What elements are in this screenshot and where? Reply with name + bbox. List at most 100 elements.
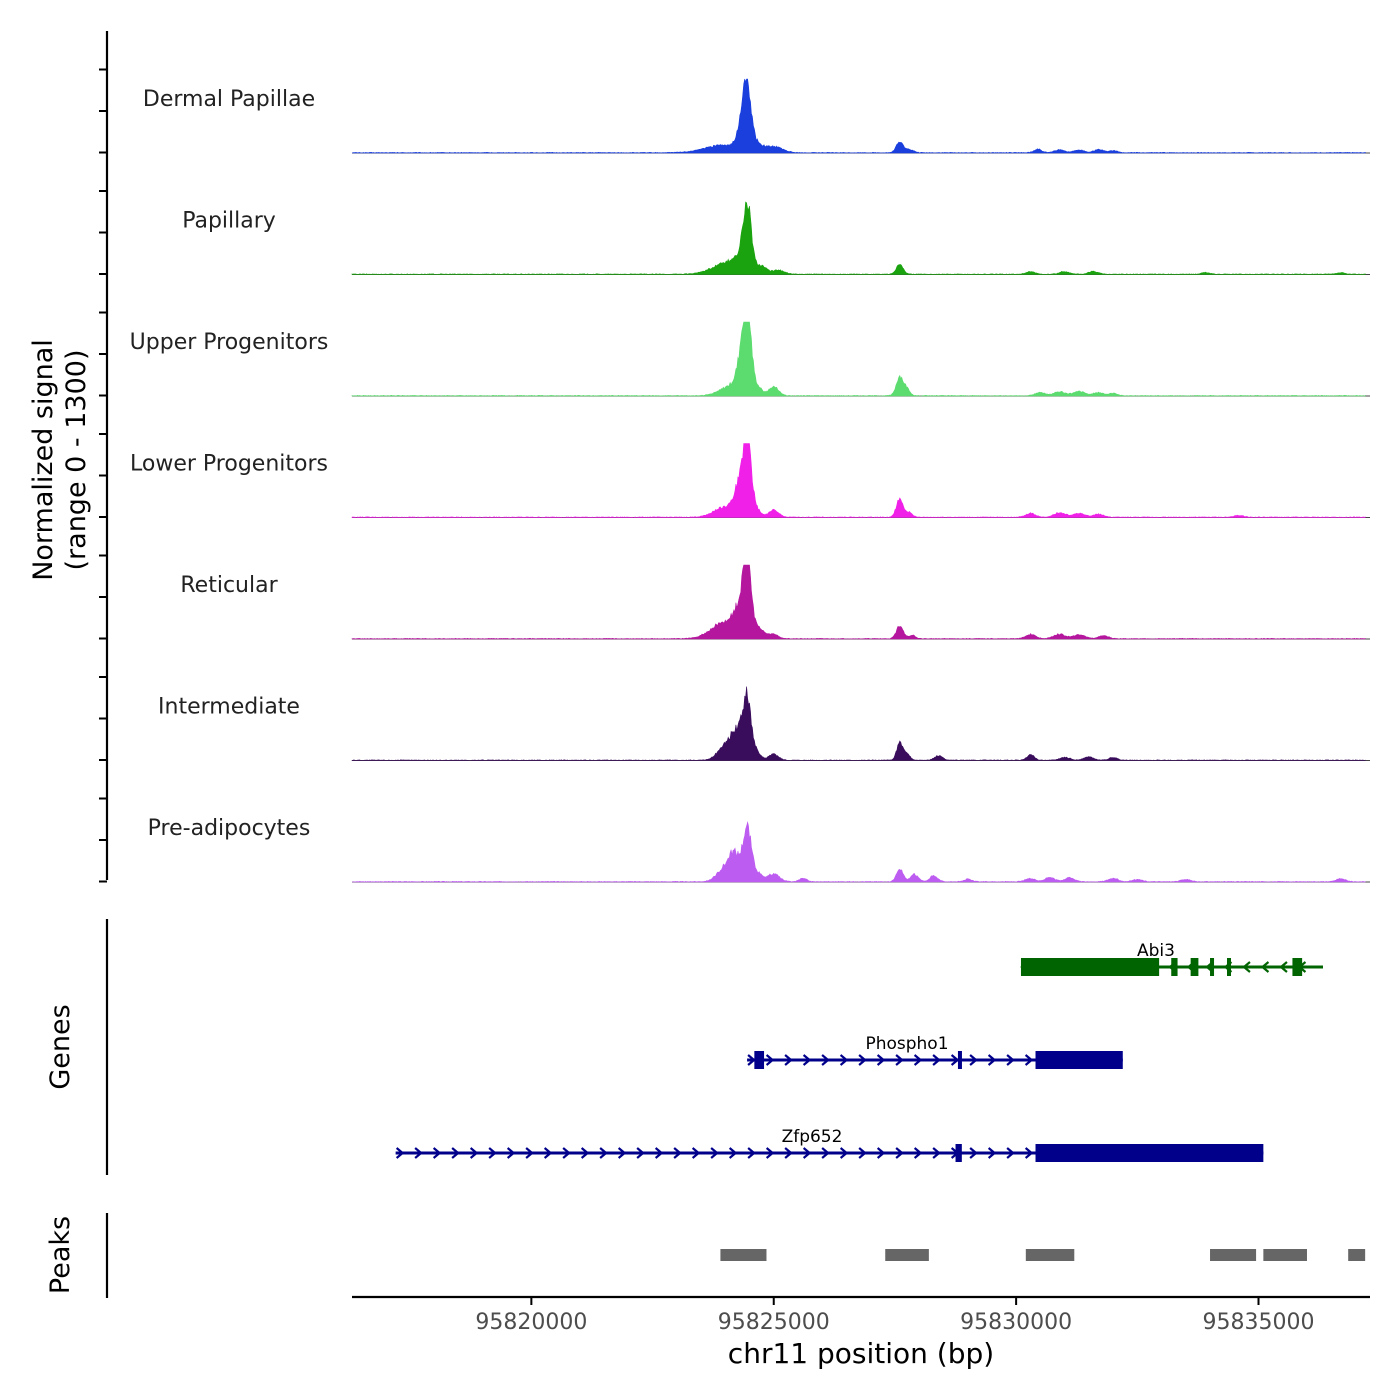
gene-exon	[1035, 1051, 1123, 1069]
track-label: Reticular	[180, 573, 278, 598]
strand-arrow	[858, 1147, 867, 1159]
strand-arrow	[950, 1054, 960, 1066]
coverage-area	[351, 564, 1366, 640]
gene-exon	[1035, 1144, 1264, 1162]
peaks-y-label: Peaks	[45, 1216, 76, 1294]
strand-arrow	[543, 1147, 553, 1159]
strand-arrow	[414, 1147, 423, 1159]
strand-arrow	[580, 1147, 590, 1159]
strand-arrow	[1024, 1054, 1034, 1066]
coverage-track: Dermal Papillae	[143, 78, 1370, 154]
coverage-track: Reticular	[180, 564, 1370, 640]
x-tick-label: 95820000	[475, 1310, 587, 1335]
signal-y-axis-ticks	[99, 68, 107, 883]
track-label: Pre-adipocytes	[148, 816, 311, 841]
strand-arrow	[876, 1147, 886, 1159]
strand-arrow	[1006, 1147, 1015, 1159]
coverage-track: Papillary	[182, 201, 1370, 275]
gene-exon	[1020, 958, 1160, 976]
strand-arrow	[784, 1054, 793, 1066]
track-label: Upper Progenitors	[130, 330, 329, 355]
track-label: Lower Progenitors	[130, 452, 328, 477]
gene-exon	[1292, 958, 1303, 976]
strand-arrow	[1260, 961, 1270, 973]
coverage-track: Intermediate	[158, 686, 1370, 761]
strand-arrow	[932, 1054, 941, 1066]
strand-arrow	[858, 1054, 867, 1066]
signal-y-label-range: (range 0 - 1300)	[61, 350, 92, 571]
gene-exon	[955, 1144, 962, 1162]
strand-arrow	[802, 1147, 812, 1159]
x-tick-label: 95825000	[718, 1310, 830, 1335]
gene-exon	[754, 1051, 765, 1069]
gene-exon	[1210, 958, 1215, 976]
coverage-area	[351, 443, 1366, 518]
strand-arrow	[765, 1054, 775, 1066]
gene-name: Abi3	[1137, 941, 1175, 961]
strand-arrow	[895, 1147, 904, 1159]
strand-arrow	[987, 1054, 997, 1066]
strand-arrow	[562, 1147, 571, 1159]
peak-region	[1210, 1249, 1257, 1261]
peak-region	[1348, 1249, 1366, 1261]
strand-arrow	[525, 1147, 534, 1159]
strand-arrow	[821, 1054, 830, 1066]
strand-arrow	[691, 1147, 701, 1159]
strand-arrow	[1006, 1054, 1015, 1066]
gene-name: Zfp652	[782, 1127, 843, 1147]
gene-name: Phospho1	[865, 1034, 948, 1054]
strand-arrow	[839, 1054, 849, 1066]
gene-track: Abi3 Phospho1 Zfp652	[395, 941, 1323, 1162]
strand-arrow	[1279, 961, 1288, 973]
gene-model: Abi3	[1020, 941, 1323, 976]
coverage-area	[351, 686, 1366, 761]
strand-arrow	[932, 1147, 941, 1159]
strand-arrow	[765, 1147, 775, 1159]
strand-arrow	[784, 1147, 793, 1159]
strand-arrow	[395, 1147, 405, 1159]
strand-arrow	[747, 1054, 756, 1066]
coverage-area	[351, 821, 1366, 883]
strand-arrow	[876, 1054, 886, 1066]
track-label: Dermal Papillae	[143, 87, 315, 112]
signal-y-label: Normalized signal	[28, 339, 59, 581]
gene-exon	[1226, 958, 1231, 976]
strand-arrow	[728, 1147, 738, 1159]
x-tick-label: 95830000	[960, 1310, 1072, 1335]
x-tick-label: 95835000	[1203, 1310, 1315, 1335]
coverage-track: Pre-adipocytes	[148, 816, 1370, 883]
strand-arrow	[802, 1054, 812, 1066]
gene-exon	[1171, 958, 1178, 976]
strand-arrow	[673, 1147, 682, 1159]
strand-arrow	[617, 1147, 627, 1159]
strand-arrow	[506, 1147, 516, 1159]
strand-arrow	[913, 1147, 923, 1159]
strand-arrow	[1024, 1147, 1034, 1159]
strand-arrow	[451, 1147, 460, 1159]
strand-arrow	[895, 1054, 904, 1066]
peak-track	[720, 1249, 1366, 1261]
strand-arrow	[987, 1147, 997, 1159]
track-label: Intermediate	[158, 695, 300, 720]
x-axis-title: chr11 position (bp)	[728, 1337, 994, 1370]
peak-region	[1263, 1249, 1307, 1261]
x-axis-ticks: 95820000 95825000 95830000 95835000	[475, 1297, 1314, 1335]
coverage-tracks: Dermal Papillae Papillary Upper Progenitor…	[130, 78, 1370, 883]
strand-arrow	[821, 1147, 830, 1159]
strand-arrow	[839, 1147, 849, 1159]
genes-y-label: Genes	[45, 1004, 76, 1089]
strand-arrow	[432, 1147, 442, 1159]
strand-arrow	[488, 1147, 497, 1159]
strand-arrow	[469, 1147, 479, 1159]
strand-arrow	[969, 1054, 978, 1066]
gene-model: Zfp652	[395, 1127, 1264, 1162]
coverage-area	[351, 321, 1366, 397]
strand-arrow	[913, 1054, 923, 1066]
coverage-area	[351, 78, 1366, 154]
strand-arrow	[747, 1147, 756, 1159]
peak-region	[1025, 1249, 1075, 1261]
strand-arrow	[710, 1147, 719, 1159]
strand-arrow	[636, 1147, 645, 1159]
strand-arrow	[654, 1147, 664, 1159]
